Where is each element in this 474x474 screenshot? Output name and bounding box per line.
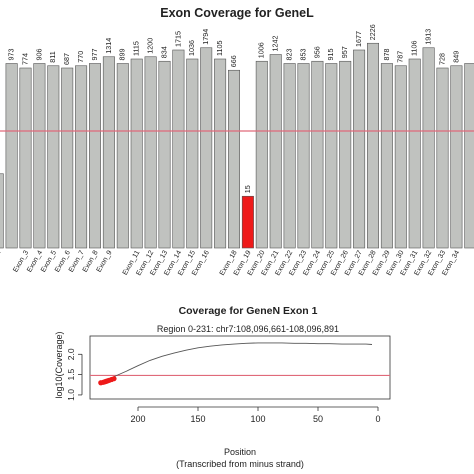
bar [408, 58, 421, 249]
bar [200, 47, 213, 249]
bar [214, 58, 227, 249]
bar [172, 49, 185, 249]
bar [450, 65, 463, 249]
top-chart-value-labels: 136 973 774 906 811 687 770 977 1314 899 1115 1200 8… [0, 24, 460, 193]
bar [186, 58, 199, 249]
bar-value-label: 853 [298, 49, 307, 61]
bar [255, 60, 268, 249]
bar-value-label: 1913 [424, 29, 433, 45]
bar [33, 63, 46, 249]
bar-value-label: 1794 [201, 29, 210, 45]
bottom-y-axis: 1.0 1.5 2.0 [66, 348, 83, 401]
bar [283, 63, 296, 249]
bar-value-label: 770 [76, 51, 85, 63]
bar-value-label: 774 [20, 53, 29, 65]
bar [89, 63, 102, 249]
bar [102, 56, 115, 249]
bar [366, 42, 379, 249]
bar [269, 54, 282, 249]
bar [311, 60, 324, 249]
bar-value-label: 834 [159, 46, 168, 58]
bar-value-label: 1105 [215, 41, 224, 56]
bar [380, 63, 393, 249]
bar [297, 63, 310, 249]
bar-value-label: 899 [118, 49, 127, 61]
bar [339, 60, 352, 249]
bar [116, 63, 129, 249]
bar-value-label: 1200 [146, 38, 155, 54]
y-tick-label: 1.0 [66, 389, 76, 401]
bar [5, 63, 18, 249]
bar-value-label: 957 [340, 46, 349, 58]
top-chart-bars [0, 42, 474, 249]
bar-value-label: 1115 [132, 41, 141, 56]
bar-value-label: 2226 [368, 24, 377, 40]
bar-value-label: 915 [326, 49, 335, 61]
x-tick-label: 150 [190, 414, 205, 424]
bottom-low-coverage-points [98, 376, 117, 386]
bar [19, 67, 32, 249]
bar [228, 69, 241, 249]
bar-value-label: 666 [229, 55, 238, 67]
bottom-chart-subtitle: Region 0-231: chr7:108,096,661-108,096,8… [157, 324, 339, 334]
x-tick-label: 100 [250, 414, 265, 424]
top-chart-tick-labels: Exon_1 Exon_3Exon_4Exon_5Exon_6Exon_7Exon… [0, 249, 461, 277]
bar [158, 60, 171, 249]
bar-value-label: 1242 [271, 36, 280, 52]
bar-value-label: 728 [437, 53, 446, 65]
bar [75, 65, 88, 249]
bar-value-label: 878 [382, 49, 391, 61]
bar-value-label: 823 [285, 49, 294, 61]
bar-value-label: 1006 [257, 42, 266, 58]
bar-value-label: 136 [0, 159, 2, 171]
bar [353, 49, 366, 249]
bar-value-label: 687 [62, 53, 71, 65]
bar-value-label: 15 [243, 185, 252, 193]
bar [47, 65, 60, 249]
bar [325, 63, 338, 249]
y-tick-label: 2.0 [66, 348, 76, 360]
low-coverage-point [111, 376, 117, 382]
x-tick-label: 200 [130, 414, 145, 424]
bar-value-label: 787 [396, 51, 405, 63]
bar-value-label: 1036 [187, 40, 196, 56]
bar [0, 173, 4, 249]
bar [130, 58, 143, 249]
bar-value-label: 973 [7, 49, 16, 61]
bar-value-label: 1106 [410, 41, 419, 56]
bar [436, 67, 449, 249]
bottom-x-axis-note: (Transcribed from minus strand) [176, 459, 304, 469]
bar-tick-label: Exon_1 [0, 249, 2, 273]
bar-value-label: 1677 [354, 31, 363, 47]
bar-value-label: 956 [312, 46, 321, 58]
bar [464, 63, 474, 249]
bar-highlighted [241, 195, 254, 249]
bar-value-label: 1314 [104, 38, 113, 54]
x-tick-label: 50 [313, 414, 323, 424]
bottom-coverage-line [100, 342, 373, 383]
bottom-x-axis: 200 150 100 50 0 [130, 406, 381, 424]
bar [422, 47, 435, 249]
bar-value-label: 849 [451, 51, 460, 63]
bottom-chart-title: Coverage for GeneN Exon 1 [179, 305, 318, 317]
y-tick-label: 1.5 [66, 368, 76, 380]
bar [61, 67, 74, 249]
bar-value-label: 1715 [173, 31, 182, 47]
bottom-x-axis-label: Position [224, 447, 256, 457]
x-tick-label: 0 [375, 414, 380, 424]
bar [144, 56, 157, 249]
bar-value-label: 906 [34, 49, 43, 61]
bar-value-label: 811 [48, 51, 57, 62]
bar-value-label: 977 [90, 49, 99, 61]
bar [394, 65, 407, 249]
bottom-plot-frame [89, 335, 391, 400]
bottom-y-axis-label: log10(Coverage) [54, 331, 64, 398]
top-chart-title: Exon Coverage for GeneL [160, 6, 314, 20]
